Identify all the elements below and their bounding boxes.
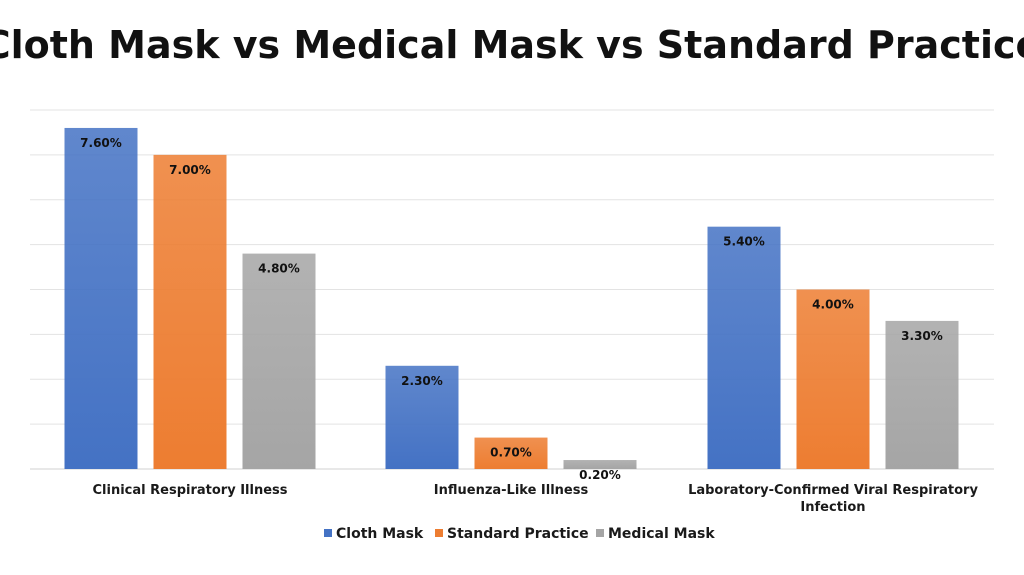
data-label: 0.20% [579, 468, 621, 482]
data-label: 4.00% [812, 298, 854, 312]
chart-title: Cloth Mask vs Medical Mask vs Standard P… [0, 23, 1024, 67]
legend-swatch [435, 529, 443, 537]
legend-swatch [324, 529, 332, 537]
data-label: 0.70% [490, 446, 532, 460]
bar-standard-practice [796, 289, 870, 469]
legend-swatch [596, 529, 604, 537]
category-labels: Clinical Respiratory Illness Influenza-Li… [93, 483, 979, 515]
bar-cloth-mask [385, 365, 459, 469]
legend-item: Medical Mask [596, 526, 715, 542]
bar-standard-practice [474, 437, 548, 469]
bar-cloth-mask [707, 226, 781, 469]
data-label: 3.30% [901, 329, 943, 343]
legend-label: Standard Practice [447, 526, 589, 542]
data-labels: 7.60% 2.30% 5.40% 7.00% 0.70% 4.00% 4.80% 0.20%… [80, 136, 943, 482]
bar-standard-practice [153, 154, 227, 469]
bar-medical-mask [563, 460, 637, 469]
bars [64, 127, 959, 469]
bar-cloth-mask [64, 127, 138, 469]
bar-medical-mask [242, 253, 316, 469]
data-label: 7.60% [80, 136, 122, 150]
data-label: 2.30% [401, 374, 443, 388]
category-label: Clinical Respiratory Illness [93, 483, 288, 498]
data-label: 5.40% [723, 235, 765, 249]
bar-medical-mask [885, 320, 959, 469]
legend-item: Cloth Mask [324, 526, 424, 542]
legend-label: Cloth Mask [336, 526, 424, 542]
category-label: Influenza-Like Illness [434, 483, 589, 498]
legend-item: Standard Practice [435, 526, 589, 542]
data-label: 7.00% [169, 163, 211, 177]
legend-label: Medical Mask [608, 526, 715, 542]
category-label: Laboratory-Confirmed Viral Respiratory In… [688, 483, 978, 515]
legend: Cloth Mask Standard Practice Medical Mask [324, 526, 715, 542]
data-label: 4.80% [258, 262, 300, 276]
